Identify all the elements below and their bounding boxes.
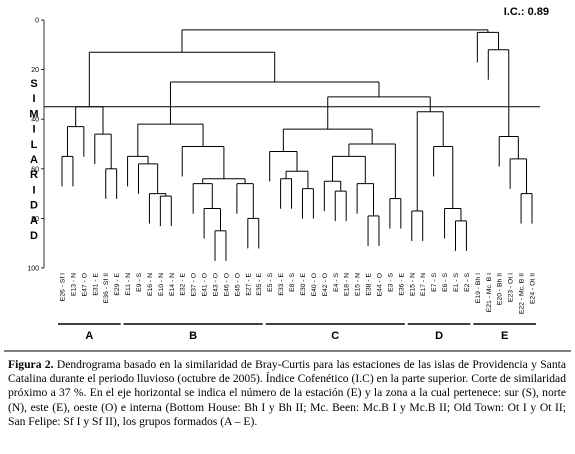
leaf-label: E19 - Bh I — [475, 273, 482, 303]
y-tick-label: 80 — [31, 216, 39, 223]
leaf-label: E15 - N — [355, 273, 362, 296]
leaf-label: E8 - S — [289, 273, 296, 292]
leaf-label: E20 - Bh II — [497, 273, 504, 305]
leaf-label: E40 - O — [311, 273, 318, 296]
caption-text: Dendrograma basado en la similaridad de … — [8, 358, 566, 428]
leaf-label: E17 - N — [420, 273, 427, 296]
leaf-label: E6 - S — [442, 273, 449, 292]
leaf-label: E16 - N — [147, 273, 154, 296]
leaf-label: E44 - O — [376, 273, 383, 296]
group-label: E — [501, 330, 508, 342]
leaf-label: E31 - E — [92, 273, 99, 296]
group-label: D — [435, 330, 443, 342]
leaf-label: E36 - Sf II — [103, 273, 110, 303]
leaf-label: E27 - E — [245, 273, 252, 296]
leaf-label: E22 - Mc. B II — [519, 273, 526, 314]
leaf-label: E7 - S — [431, 273, 438, 292]
caption-label: Figura 2. — [8, 358, 54, 371]
leaf-label: E10 - N — [158, 273, 165, 296]
leaf-label: E9 - S — [136, 273, 143, 292]
leaf-label: E15 - N — [409, 273, 416, 296]
cophenetic-index: I.C.: 0.89 — [503, 6, 549, 18]
y-tick-label: 60 — [31, 166, 39, 173]
leaf-label: E3 - S — [387, 273, 394, 292]
leaf-label: E46 - O — [223, 273, 230, 296]
leaf-label: E26 - Sf I — [60, 273, 67, 301]
leaf-label: E47 - O — [81, 273, 88, 296]
leaf-label: E36 - E — [398, 273, 405, 296]
leaf-label: E24 - Ot II — [530, 273, 537, 304]
leaf-label: E1 - S — [453, 273, 460, 292]
leaf-label: E23 - Ot I — [508, 273, 515, 302]
leaf-label: E18 - N — [344, 273, 351, 296]
leaf-label: E5 - S — [267, 273, 274, 292]
leaf-label: E14 - N — [169, 273, 176, 296]
caption: Figura 2. Dendrograma basado en la simil… — [8, 358, 566, 429]
dendrogram: 0 20 40 60 80 100 E26 - Sf I E13 - N E47 - O E31 … — [4, 18, 571, 352]
leaf-label: E38 - E — [366, 273, 373, 296]
leaf-label: E41 - O — [202, 273, 209, 296]
y-axis-label: SIMILARIDAD — [28, 78, 40, 246]
group-label: A — [85, 330, 93, 342]
leaf-label: E30 - E — [300, 273, 307, 296]
leaf-label: E45 - O — [234, 273, 241, 296]
leaf-label: E2 - S — [464, 273, 471, 292]
leaf-label: E37 - O — [191, 273, 198, 296]
leaf-label: E4 - S — [333, 273, 340, 292]
leaf-label: E43 - O — [213, 273, 220, 296]
leaf-label: E29 - E — [114, 273, 121, 296]
leaf-label: E35 - E — [256, 273, 263, 296]
leaf-label: E13 - N — [70, 273, 77, 296]
y-tick-label: 20 — [31, 67, 39, 74]
y-tick-label: 100 — [27, 266, 39, 273]
group-label: C — [331, 330, 339, 342]
leaf-label: E33 - E — [278, 273, 285, 296]
y-tick-label: 40 — [31, 117, 39, 124]
y-tick-label: 0 — [35, 18, 39, 25]
leaf-label: E21 - Mc. B I — [486, 273, 493, 312]
leaf-label: E32 - E — [180, 273, 187, 296]
leaf-label: E11 - N — [125, 273, 132, 296]
group-label: B — [189, 330, 197, 342]
leaf-label: E42 - O — [322, 273, 329, 296]
